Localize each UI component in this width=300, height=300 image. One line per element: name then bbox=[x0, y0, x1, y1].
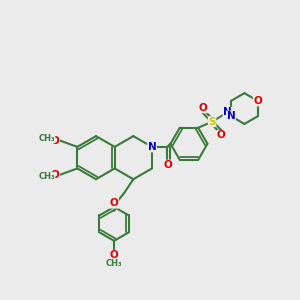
Text: CH₃: CH₃ bbox=[38, 134, 55, 143]
Text: N: N bbox=[223, 107, 232, 117]
Text: O: O bbox=[110, 198, 118, 208]
Text: O: O bbox=[51, 136, 59, 146]
Text: CH₃: CH₃ bbox=[106, 259, 122, 268]
Text: S: S bbox=[208, 117, 216, 127]
Text: O: O bbox=[110, 250, 118, 260]
Text: O: O bbox=[163, 160, 172, 170]
Text: O: O bbox=[217, 130, 226, 140]
Text: O: O bbox=[51, 169, 59, 180]
Text: O: O bbox=[199, 103, 207, 113]
Text: O: O bbox=[254, 96, 262, 106]
Text: N: N bbox=[227, 111, 236, 121]
Text: N: N bbox=[148, 142, 156, 152]
Text: CH₃: CH₃ bbox=[38, 172, 55, 182]
